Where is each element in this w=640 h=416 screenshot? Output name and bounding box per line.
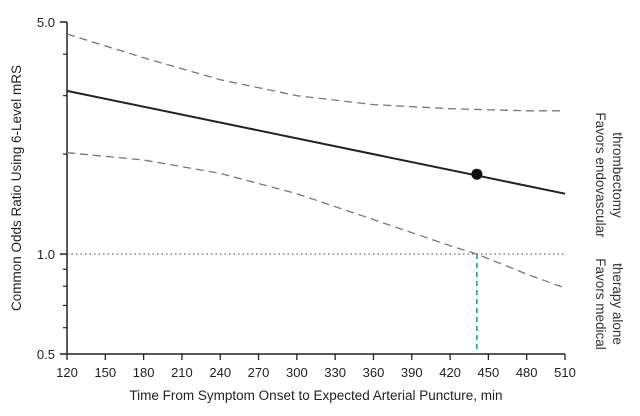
x-tick-label: 510 <box>554 365 576 380</box>
y-tick-label: 1.0 <box>37 247 55 262</box>
x-axis-title: Time From Symptom Onset to Expected Arte… <box>129 388 502 403</box>
x-tick-label: 480 <box>516 365 538 380</box>
y-axis-ticks: 0.5 1.0 5.0 <box>37 15 67 362</box>
x-tick-label: 120 <box>56 365 78 380</box>
highlight-point <box>471 168 483 180</box>
x-tick-label: 150 <box>94 365 116 380</box>
svg-text:therapy alone: therapy alone <box>610 263 625 345</box>
y-axis-title: Common Odds Ratio Using 6-Level mRS <box>9 65 24 311</box>
svg-text:Favors medical: Favors medical <box>593 258 608 350</box>
plot-area: 120 150 180 210 240 270 300 330 360 390 420 450 480 5… <box>37 15 576 380</box>
x-tick-label: 180 <box>133 365 155 380</box>
x-tick-label: 330 <box>324 365 346 380</box>
series-line-upper-ci <box>66 33 565 112</box>
x-tick-label: 270 <box>248 365 270 380</box>
series-layer <box>66 33 566 354</box>
x-tick-label: 420 <box>439 365 461 380</box>
x-tick-label: 390 <box>401 365 423 380</box>
side-label-favors-endovascular: Favors endovascular thrombectomy <box>593 112 625 238</box>
svg-text:Favors endovascular: Favors endovascular <box>593 112 608 238</box>
series-line-lower-ci <box>66 152 566 289</box>
y-tick-label: 0.5 <box>37 347 55 362</box>
x-tick-label: 210 <box>171 365 193 380</box>
x-tick-label: 240 <box>209 365 231 380</box>
y-tick-label: 5.0 <box>37 15 55 30</box>
side-label-favors-medical: Favors medical therapy alone <box>593 258 625 350</box>
svg-text:thrombectomy: thrombectomy <box>610 132 625 218</box>
series-line-estimate <box>66 89 566 195</box>
x-tick-label: 450 <box>478 365 500 380</box>
x-tick-label: 300 <box>286 365 308 380</box>
x-tick-label: 360 <box>363 365 385 380</box>
x-axis-ticks: 120 150 180 210 240 270 300 330 360 390 420 450 480 5… <box>56 354 576 380</box>
